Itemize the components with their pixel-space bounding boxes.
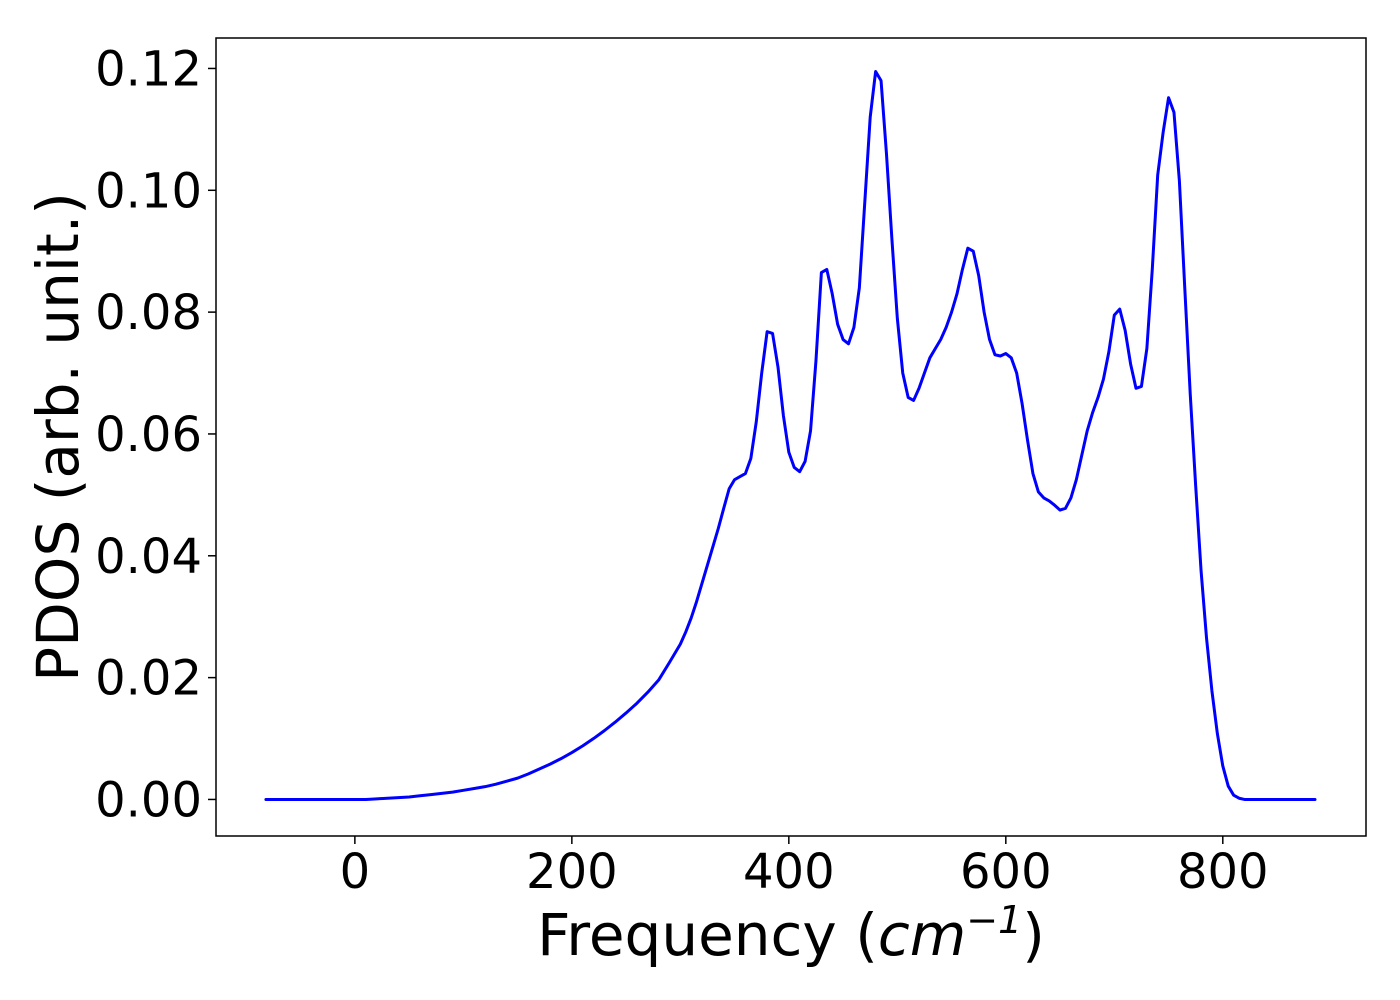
x-axis-label-text: Frequency	[537, 901, 837, 969]
x-axis-label: Frequency (cm−1)	[537, 898, 1045, 969]
y-tick-label: 0.10	[95, 163, 202, 219]
y-tick-label: 0.08	[95, 285, 202, 341]
y-tick-label: 0.02	[95, 651, 202, 707]
x-tick-label: 200	[526, 844, 618, 900]
y-tick-label: 0.00	[95, 772, 202, 828]
x-axis-unit-close: )	[1022, 901, 1045, 969]
x-tick-label: 800	[1177, 844, 1269, 900]
plot-frame	[215, 37, 1367, 837]
x-axis-ticks: 0 200 400 600 800	[340, 836, 1269, 900]
y-tick-label: 0.12	[95, 41, 202, 97]
y-tick-label: 0.06	[95, 407, 202, 463]
x-tick-label: 0	[340, 844, 371, 900]
y-axis-ticks: 0.00 0.02 0.04 0.06 0.08 0.10 0.12	[95, 41, 216, 828]
y-axis-label: PDOS (arb. unit.)	[24, 192, 92, 682]
x-axis-unit-open: (	[855, 901, 878, 969]
plot-area	[216, 38, 1366, 836]
x-axis-unit-base: cm	[878, 901, 966, 969]
x-tick-label: 600	[960, 844, 1052, 900]
x-axis-unit-exponent: −1	[966, 898, 1022, 942]
y-tick-label: 0.04	[95, 529, 202, 585]
pdos-line	[264, 70, 1317, 801]
x-tick-label: 400	[743, 844, 835, 900]
